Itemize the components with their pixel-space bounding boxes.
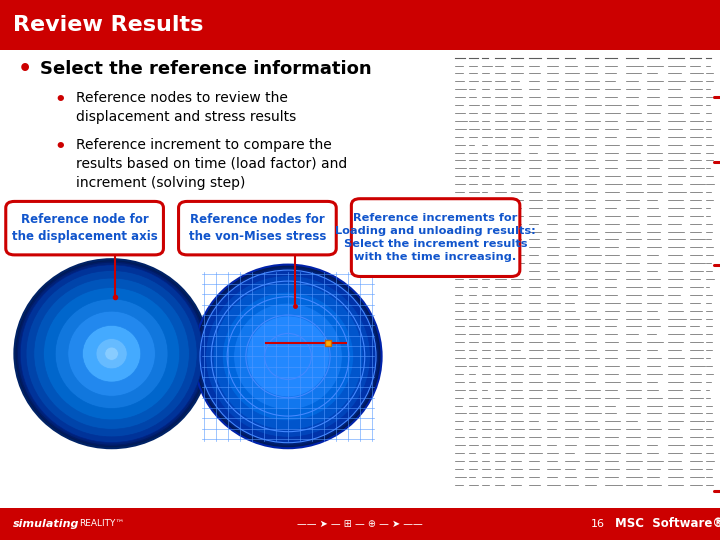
Text: Select the reference information: Select the reference information <box>40 60 372 78</box>
Ellipse shape <box>17 262 206 446</box>
FancyBboxPatch shape <box>6 201 163 255</box>
Text: Review Results: Review Results <box>13 15 203 36</box>
FancyBboxPatch shape <box>351 199 520 276</box>
Ellipse shape <box>206 275 370 437</box>
Text: •: • <box>54 91 66 109</box>
Text: •: • <box>54 138 66 156</box>
Ellipse shape <box>194 265 382 448</box>
Text: REALITY™: REALITY™ <box>79 519 125 528</box>
Ellipse shape <box>82 325 141 382</box>
Text: MSC  Software®: MSC Software® <box>615 517 720 530</box>
Ellipse shape <box>105 347 118 360</box>
Ellipse shape <box>55 299 168 409</box>
Text: simulating: simulating <box>13 519 79 529</box>
Text: Reference nodes for
the von-Mises stress: Reference nodes for the von-Mises stress <box>189 213 326 243</box>
Ellipse shape <box>247 316 329 397</box>
Text: Reference increments for
Loading and unloading results:
Select the increment res: Reference increments for Loading and unl… <box>336 213 536 262</box>
Ellipse shape <box>43 287 180 420</box>
Ellipse shape <box>200 270 376 443</box>
Ellipse shape <box>96 339 127 369</box>
Ellipse shape <box>197 267 379 446</box>
FancyBboxPatch shape <box>179 201 336 255</box>
Text: •: • <box>18 59 32 79</box>
Text: 16: 16 <box>590 519 605 529</box>
Text: Reference nodes to review the
displacement and stress results: Reference nodes to review the displaceme… <box>76 91 296 124</box>
Ellipse shape <box>200 270 376 443</box>
Ellipse shape <box>234 303 342 410</box>
Ellipse shape <box>14 259 209 448</box>
Text: —— ➤ — ⊞ — ⊕ — ➤ ——: —— ➤ — ⊞ — ⊕ — ➤ —— <box>297 519 423 529</box>
Text: Reference increment to compare the
results based on time (load factor) and
incre: Reference increment to compare the resul… <box>76 138 347 190</box>
Ellipse shape <box>34 278 189 429</box>
FancyBboxPatch shape <box>454 51 713 494</box>
Text: Reference node for
the displacement axis: Reference node for the displacement axis <box>12 213 158 243</box>
Ellipse shape <box>26 271 197 437</box>
FancyBboxPatch shape <box>0 0 720 50</box>
FancyBboxPatch shape <box>0 508 720 540</box>
Ellipse shape <box>222 292 354 421</box>
Ellipse shape <box>20 265 203 443</box>
Ellipse shape <box>68 311 156 396</box>
Ellipse shape <box>213 283 363 430</box>
